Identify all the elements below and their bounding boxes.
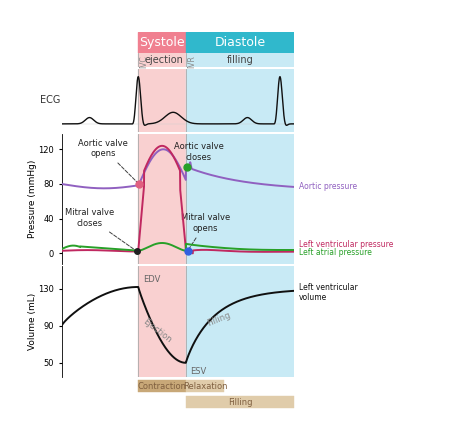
Bar — [186, 266, 294, 377]
Bar — [186, 69, 294, 132]
Bar — [138, 53, 186, 67]
Text: Filling: Filling — [206, 311, 232, 328]
Text: Systole: Systole — [139, 36, 185, 49]
Bar — [186, 32, 294, 53]
Bar — [62, 32, 138, 53]
Text: Aortic pressure: Aortic pressure — [299, 182, 356, 191]
Text: Relationship between pressure, volume and ECG: Relationship between pressure, volume an… — [9, 19, 230, 28]
Text: ECG: ECG — [40, 95, 61, 105]
Text: Relaxation: Relaxation — [183, 382, 228, 391]
Bar — [138, 134, 186, 264]
Text: Contraction: Contraction — [137, 382, 187, 391]
Text: EDV: EDV — [143, 276, 160, 284]
Bar — [138, 266, 186, 377]
Bar — [138, 69, 186, 132]
Text: Left ventricular pressure: Left ventricular pressure — [299, 240, 393, 249]
Bar — [186, 53, 294, 67]
Text: filling: filling — [227, 55, 253, 65]
Text: IVC: IVC — [139, 55, 148, 68]
Text: ejection: ejection — [145, 55, 184, 65]
Text: Mitral valve
opens: Mitral valve opens — [181, 213, 230, 248]
Text: ESV: ESV — [191, 367, 207, 375]
Text: Filling: Filling — [228, 398, 252, 406]
Text: Diastole: Diastole — [214, 36, 265, 49]
Text: Aortic valve
closes: Aortic valve closes — [173, 142, 224, 167]
Text: IVR: IVR — [187, 55, 196, 68]
Text: Mitral valve
closes: Mitral valve closes — [65, 208, 135, 250]
Bar — [186, 134, 294, 264]
Text: Aortic valve
opens: Aortic valve opens — [79, 139, 137, 182]
Text: Left atrial pressure: Left atrial pressure — [299, 248, 372, 257]
Text: Ejection: Ejection — [141, 317, 173, 344]
Y-axis label: Volume (mL): Volume (mL) — [27, 293, 36, 350]
Y-axis label: Pressure (mmHg): Pressure (mmHg) — [28, 159, 37, 238]
Bar — [138, 32, 186, 53]
Text: Left ventricular
volume: Left ventricular volume — [299, 283, 357, 302]
